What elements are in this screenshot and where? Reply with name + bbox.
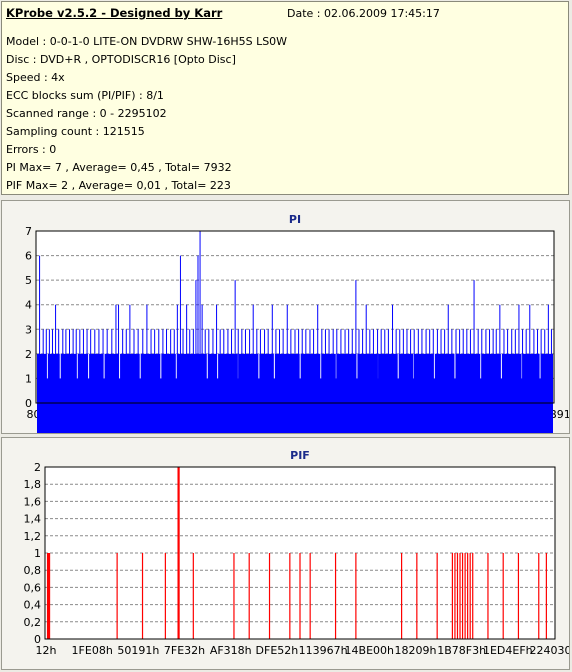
app-title: KProbe v2.5.2 - Designed by Karr: [6, 6, 223, 20]
y-tick-label: 3: [25, 323, 32, 336]
speed-line: Speed : 4x: [6, 71, 65, 84]
y-tick-label: 1,8: [24, 478, 42, 491]
x-tick-label: 1B78F3h: [437, 644, 486, 657]
y-tick-label: 1: [34, 547, 41, 560]
scan-date: Date : 02.06.2009 17:45:17: [287, 7, 440, 20]
plot-border: [35, 230, 555, 404]
errors-line: Errors : 0: [6, 143, 57, 156]
y-tick-label: 1: [25, 372, 32, 385]
x-tick-label: 18209h: [394, 644, 436, 657]
model-line: Model : 0-0-1-0 LITE-ON DVDRW SHW-16H5S …: [6, 35, 288, 48]
y-tick-label: 4: [25, 299, 32, 312]
chart-title: PIF: [290, 449, 310, 462]
info-panel: KProbe v2.5.2 - Designed by Karr Date : …: [1, 1, 569, 195]
x-tick-label: 113967h: [299, 644, 348, 657]
y-tick-label: 0: [25, 397, 32, 410]
y-tick-label: 1,4: [24, 513, 42, 526]
y-tick-label: 1,6: [24, 495, 42, 508]
plot-border: [44, 466, 556, 640]
y-tick-label: 1,2: [24, 530, 42, 543]
x-tick-label: 12h: [36, 644, 57, 657]
x-tick-label: 50191h: [117, 644, 159, 657]
y-tick-label: 0: [34, 633, 41, 646]
y-tick-label: 0,2: [24, 616, 42, 629]
x-tick-label: AF318h: [210, 644, 252, 657]
pi-stats-line: PI Max= 7 , Average= 0,45 , Total= 7932: [6, 161, 232, 174]
y-tick-label: 2: [25, 348, 32, 361]
pi-chart: PI0123456780h1F929h4E091h7CB62hAD7C3hDE5…: [25, 213, 569, 433]
x-tick-label: 1ED4EFh: [483, 644, 533, 657]
y-tick-label: 7: [25, 225, 32, 238]
y-tick-label: 0,8: [24, 564, 42, 577]
x-tick-label: DFE52h: [256, 644, 299, 657]
y-tick-label: 6: [25, 250, 32, 263]
x-tick-label: 7FE32h: [164, 644, 205, 657]
y-tick-label: 0,4: [24, 599, 42, 612]
disc-line: Disc : DVD+R , OPTODISCR16 [Opto Disc]: [6, 53, 236, 66]
chart-title: PI: [289, 213, 301, 226]
y-tick-label: 2: [34, 461, 41, 474]
x-tick-label: 1FE08h: [72, 644, 113, 657]
sampling-line: Sampling count : 121515: [6, 125, 145, 138]
pif-stats-line: PIF Max= 2 , Average= 0,01 , Total= 223: [6, 179, 231, 192]
y-tick-label: 0,6: [24, 581, 42, 594]
x-tick-label: 224030h: [530, 644, 569, 657]
pif-chart: PIF 0 0,2 0,4 0,6 0,8 1 1,2 1,4 1,6 1,8 2 12h 1FE08h 5…: [24, 449, 570, 657]
pif-chart-panel: PIF 0 0,2 0,4 0,6 0,8 1 1,2 1,4 1,6 1,8 2 12h 1FE08h 5…: [1, 437, 570, 670]
range-line: Scanned range : 0 - 2295102: [6, 107, 167, 120]
x-tick-label: 14BE00h: [345, 644, 394, 657]
y-tick-label: 5: [25, 274, 32, 287]
pi-chart-panel: PI0123456780h1F929h4E091h7CB62hAD7C3hDE5…: [1, 200, 570, 434]
ecc-line: ECC blocks sum (PI/PIF) : 8/1: [6, 89, 164, 102]
